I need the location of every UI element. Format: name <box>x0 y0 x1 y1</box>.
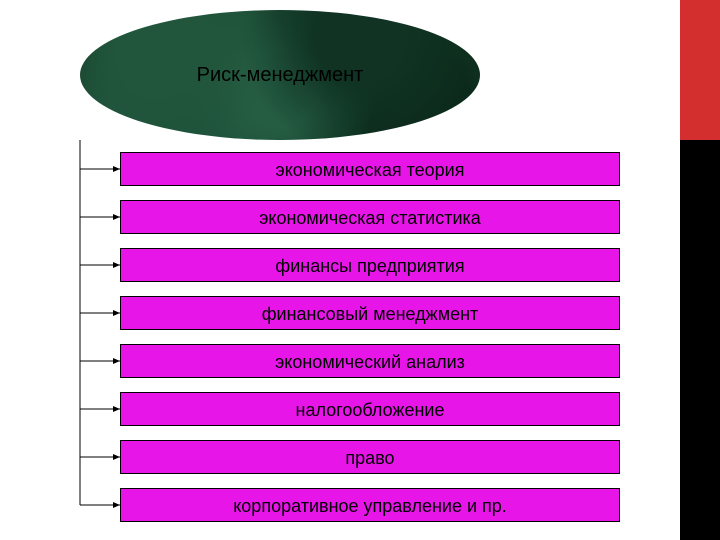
item-label: финансовый менеджмент <box>262 304 479 324</box>
item-box: корпоративное управление и пр. <box>120 488 620 522</box>
item-box: финансовый менеджмент <box>120 296 620 330</box>
item-box: право <box>120 440 620 474</box>
slide: Риск-менеджмент экономическая теорияэкон… <box>0 0 720 540</box>
root-node: Риск-менеджмент <box>80 10 480 140</box>
item-box: налогообложение <box>120 392 620 426</box>
side-stripe-red <box>680 0 720 140</box>
item-label: экономическая статистика <box>259 208 481 228</box>
item-label: право <box>345 448 394 468</box>
root-node-label: Риск-менеджмент <box>197 64 364 87</box>
item-box: экономическая теория <box>120 152 620 186</box>
items-container: экономическая теория экономическая статис… <box>120 152 640 536</box>
item-label: экономический анализ <box>275 352 465 372</box>
item-box: экономическая статистика <box>120 200 620 234</box>
item-label: экономическая теория <box>276 160 465 180</box>
item-label: финансы предприятия <box>275 256 464 276</box>
item-box: финансы предприятия <box>120 248 620 282</box>
item-label: корпоративное управление и пр. <box>233 496 507 516</box>
item-label: налогообложение <box>296 400 445 420</box>
item-box: экономический анализ <box>120 344 620 378</box>
